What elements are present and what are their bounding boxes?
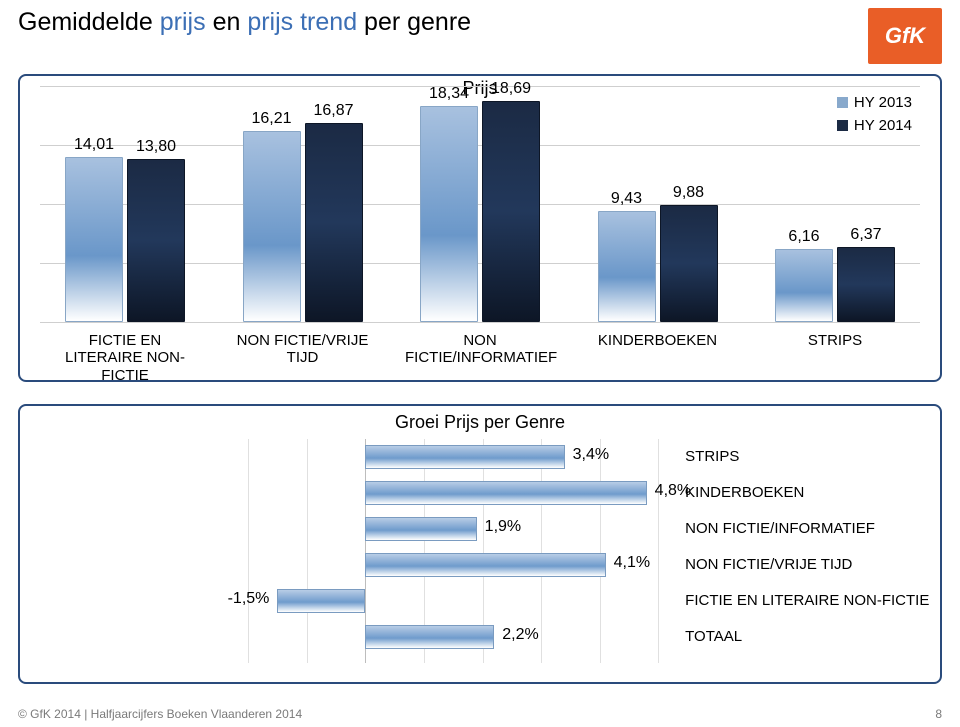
bar-value-label: 18,34 bbox=[421, 85, 477, 103]
footer-left: © GfK 2014 | Halfjaarcijfers Boeken Vlaa… bbox=[18, 707, 302, 721]
bar-2013: 6,16 bbox=[775, 249, 833, 322]
bar-group: 9,439,88 bbox=[583, 86, 733, 322]
hbar-category-label: NON FICTIE/VRIJE TIJD bbox=[685, 556, 852, 573]
bar-2013: 16,21 bbox=[243, 131, 301, 322]
hbar-row: 2,2% TOTAAL bbox=[34, 623, 926, 651]
hbar-row: -1,5% FICTIE EN LITERAIRE NON-FICTIE bbox=[34, 587, 926, 615]
hbar-row: 4,8%KINDERBOEKEN bbox=[34, 479, 926, 507]
bar-value-label: 18,69 bbox=[483, 80, 539, 98]
bar-2014: 13,80 bbox=[127, 159, 185, 322]
x-category-label: KINDERBOEKEN bbox=[583, 332, 733, 384]
bar-2014: 18,69 bbox=[482, 101, 540, 322]
x-category-label: NON FICTIE/INFORMATIEF bbox=[405, 332, 555, 384]
bar-value-label: 16,21 bbox=[244, 110, 300, 128]
bar-2014: 6,37 bbox=[837, 247, 895, 322]
chart2-plot: 3,4% STRIPS 4,8%KINDERBOEKEN 1,9% NON FICTIE… bbox=[34, 435, 926, 667]
bar-value-label: 14,01 bbox=[66, 136, 122, 154]
hbar-category-label: FICTIE EN LITERAIRE NON-FICTIE bbox=[685, 592, 929, 609]
page-footer: © GfK 2014 | Halfjaarcijfers Boeken Vlaa… bbox=[18, 707, 942, 721]
title-part-blue: prijs trend bbox=[247, 8, 357, 36]
title-part: en bbox=[213, 8, 241, 36]
chart2-title: Groei Prijs per Genre bbox=[34, 412, 926, 433]
x-category-label: FICTIE EN LITERAIRE NON-FICTIE bbox=[50, 332, 200, 384]
bar-value-label: 9,88 bbox=[661, 184, 717, 202]
gfk-logo: GfK bbox=[868, 8, 942, 64]
bar-group: 6,166,37 bbox=[760, 86, 910, 322]
bar-value-label: 6,37 bbox=[838, 226, 894, 244]
hbar-value-label: -1,5% bbox=[228, 590, 270, 608]
growth-hbar-chart: Groei Prijs per Genre 3,4% STRIPS 4,8%KIND… bbox=[18, 404, 942, 684]
bar-2013: 9,43 bbox=[598, 211, 656, 322]
chart1-plot: 14,0113,8016,2116,8718,3418,699,439,886,… bbox=[34, 86, 926, 322]
x-category-label: NON FICTIE/VRIJE TIJD bbox=[228, 332, 378, 384]
hbar-value-label: 4,1% bbox=[614, 554, 650, 572]
price-bar-chart: Prijs HY 2013 HY 2014 14,0113,8016,2116,… bbox=[18, 74, 942, 382]
title-part-blue: prijs bbox=[160, 8, 206, 36]
page-header: Gemiddelde prijs en prijs trend per genr… bbox=[0, 0, 960, 68]
chart1-xaxis: FICTIE EN LITERAIRE NON-FICTIE NON FICTIE… bbox=[34, 332, 926, 384]
bars-row: 14,0113,8016,2116,8718,3418,699,439,886,… bbox=[50, 86, 910, 322]
bar-group: 18,3418,69 bbox=[405, 86, 555, 322]
bar-2014: 16,87 bbox=[305, 123, 363, 322]
hbar-value-label: 2,2% bbox=[502, 626, 538, 644]
bar-value-label: 16,87 bbox=[306, 102, 362, 120]
bar-value-label: 9,43 bbox=[599, 190, 655, 208]
hbar bbox=[277, 589, 365, 613]
page-title: Gemiddelde prijs en prijs trend per genr… bbox=[18, 8, 471, 37]
hbar bbox=[365, 553, 605, 577]
hbar-row: 4,1% NON FICTIE/VRIJE TIJD bbox=[34, 551, 926, 579]
logo-text: GfK bbox=[885, 23, 925, 49]
footer-page-number: 8 bbox=[935, 707, 942, 721]
bar-2014: 9,88 bbox=[660, 205, 718, 322]
hbar-value-label: 1,9% bbox=[485, 518, 521, 536]
bar-group: 16,2116,87 bbox=[228, 86, 378, 322]
title-part: per genre bbox=[364, 8, 471, 36]
x-category-label: STRIPS bbox=[760, 332, 910, 384]
hbar-category-label: STRIPS bbox=[685, 448, 739, 465]
hbar-category-label: NON FICTIE/INFORMATIEF bbox=[685, 520, 875, 537]
hbar-category-label: TOTAAL bbox=[685, 628, 742, 645]
hbar-value-label: 3,4% bbox=[573, 446, 609, 464]
hbar bbox=[365, 517, 476, 541]
hbar-row: 3,4% STRIPS bbox=[34, 443, 926, 471]
bar-2013: 14,01 bbox=[65, 157, 123, 322]
hbar-row: 1,9% NON FICTIE/INFORMATIEF bbox=[34, 515, 926, 543]
title-part: Gemiddelde bbox=[18, 8, 153, 36]
hbar bbox=[365, 625, 494, 649]
hbar bbox=[365, 445, 564, 469]
gridline bbox=[40, 322, 920, 323]
hbar bbox=[365, 481, 646, 505]
bar-2013: 18,34 bbox=[420, 106, 478, 322]
bar-group: 14,0113,80 bbox=[50, 86, 200, 322]
bar-value-label: 13,80 bbox=[128, 138, 184, 156]
hbar-category-label: KINDERBOEKEN bbox=[685, 484, 804, 501]
bar-value-label: 6,16 bbox=[776, 228, 832, 246]
